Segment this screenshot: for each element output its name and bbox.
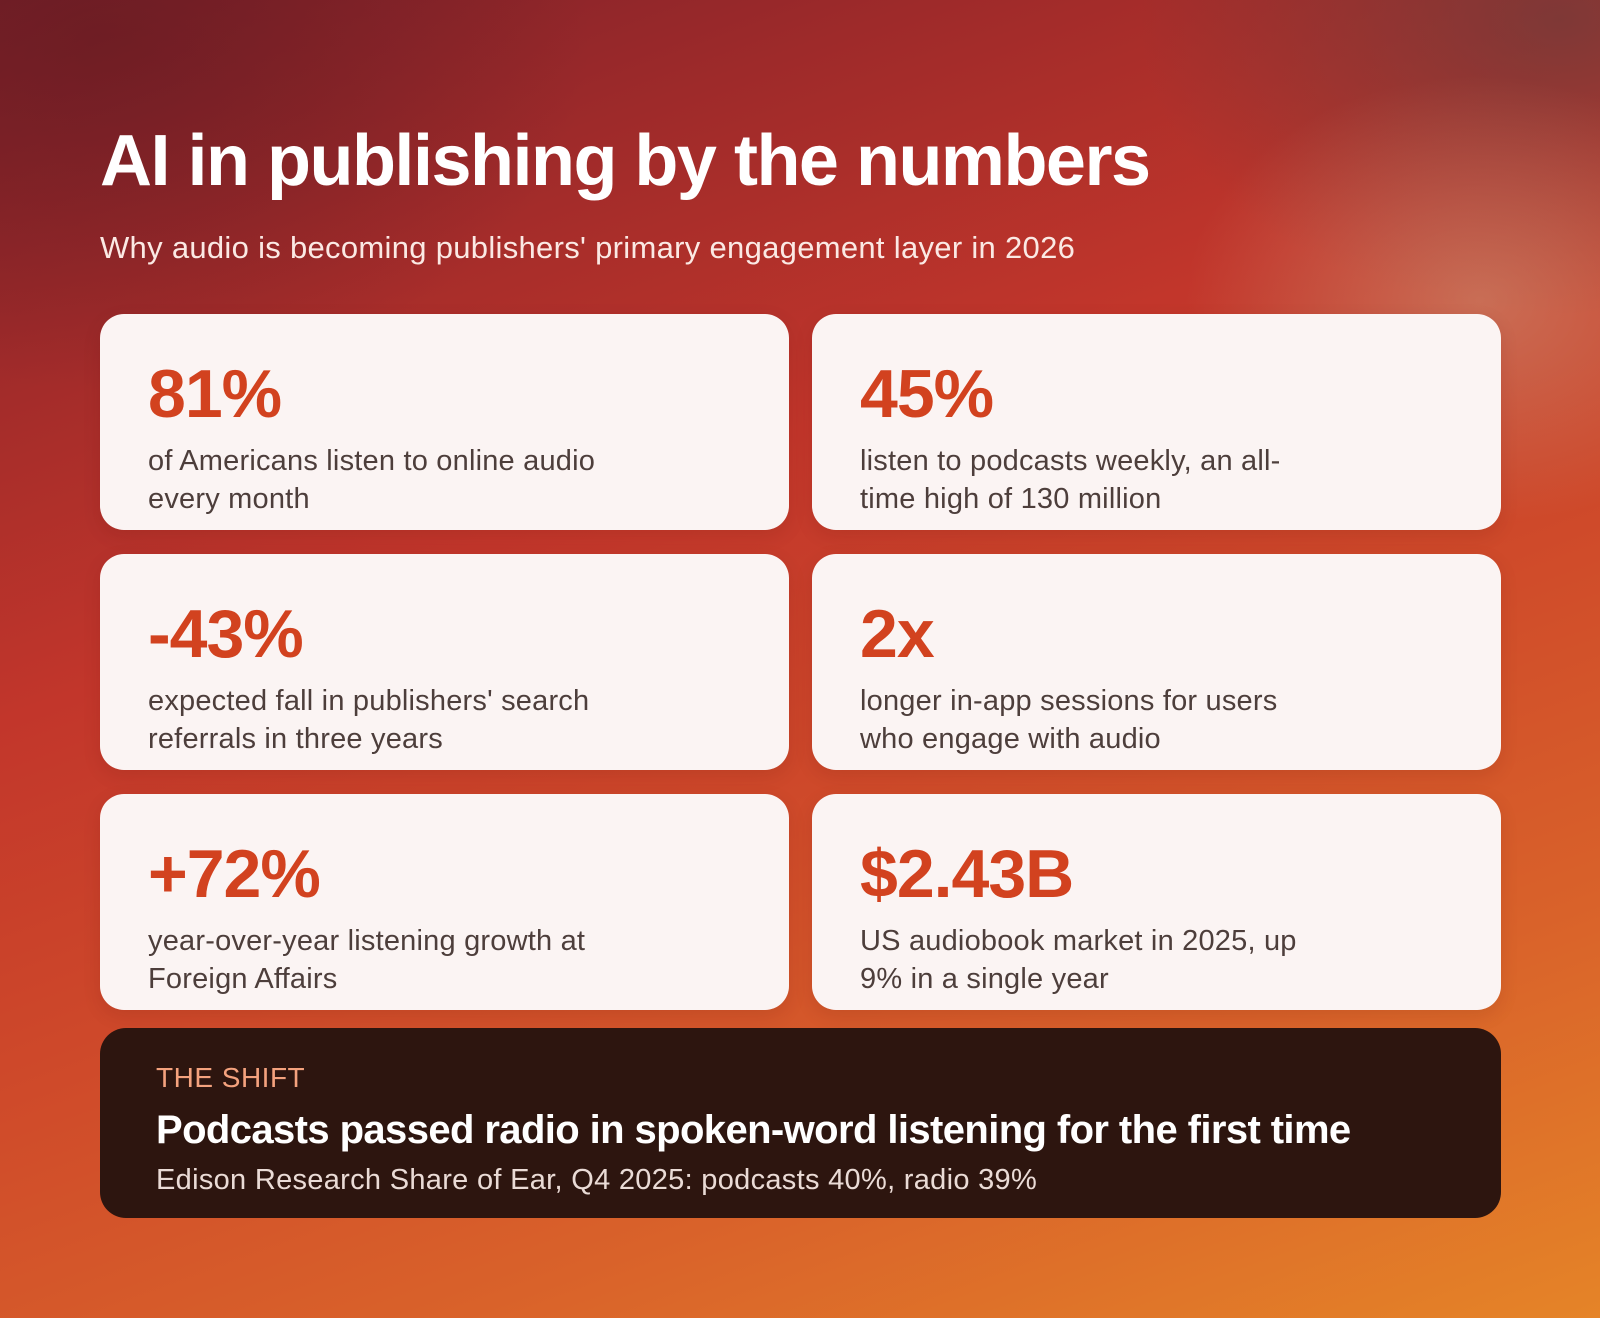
shift-label: THE SHIFT	[156, 1062, 306, 1093]
shift-callout: THE SHIFT Podcasts passed radio in spoke…	[100, 1028, 1501, 1218]
shift-source: Edison Research Share of Ear, Q4 2025: p…	[156, 1164, 1038, 1196]
page-subtitle: Why audio is becoming publishers' primar…	[100, 230, 1076, 265]
shift-headline: Podcasts passed radio in spoken-word lis…	[156, 1108, 1351, 1152]
stat-value: 81%	[148, 356, 282, 432]
stat-value: 45%	[860, 356, 994, 432]
stat-description: US audiobook market in 2025, up 9% in a …	[860, 925, 1297, 995]
stat-description: listen to podcasts weekly, an all-time h…	[860, 445, 1281, 515]
stat-value: +72%	[148, 836, 321, 912]
stat-card-podcasts-weekly: 45% listen to podcasts weekly, an all-ti…	[812, 314, 1501, 530]
stats-grid: 81% of Americans listen to online audio …	[100, 314, 1501, 1010]
stat-value: 2x	[860, 596, 935, 672]
stat-value: $2.43B	[860, 836, 1074, 912]
stat-card-listening-growth: +72% year-over-year listening growth at …	[100, 794, 789, 1010]
stat-card-search-referrals: -43% expected fall in publishers' search…	[100, 554, 789, 770]
stat-description: longer in-app sessions for users who eng…	[860, 685, 1278, 755]
stat-description: year-over-year listening growth at Forei…	[148, 925, 586, 995]
stat-card-audiobook-market: $2.43B US audiobook market in 2025, up 9…	[812, 794, 1501, 1010]
page-title: AI in publishing by the numbers	[100, 121, 1151, 201]
stat-description: expected fall in publishers' search refe…	[148, 685, 590, 755]
stat-description: of Americans listen to online audio ever…	[148, 445, 596, 515]
stat-value: -43%	[148, 596, 304, 672]
stat-card-session-length: 2x longer in-app sessions for users who …	[812, 554, 1501, 770]
stat-card-online-audio: 81% of Americans listen to online audio …	[100, 314, 789, 530]
